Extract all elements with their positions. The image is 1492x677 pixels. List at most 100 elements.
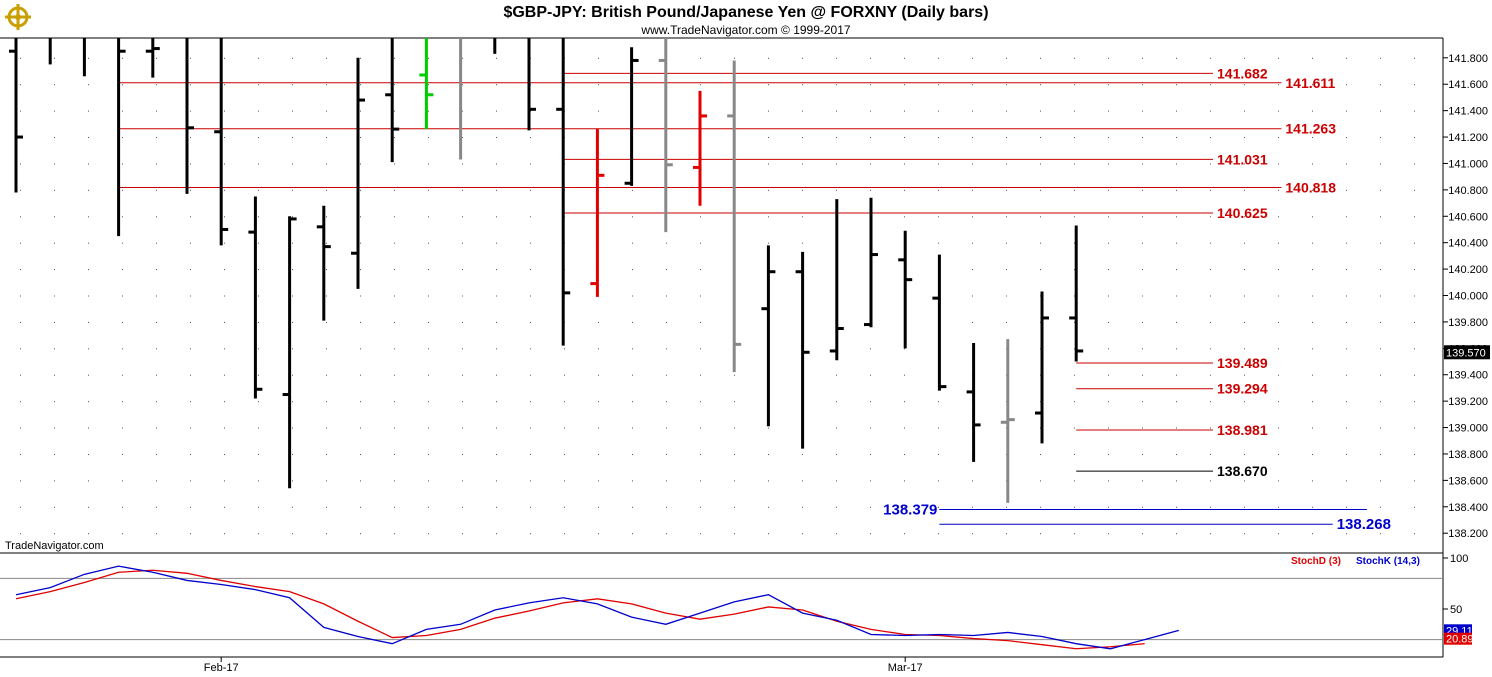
grid-dot bbox=[292, 216, 293, 218]
grid-dot bbox=[1414, 480, 1415, 482]
grid-dot bbox=[428, 137, 429, 139]
grid-dot bbox=[768, 533, 769, 535]
grid-dot bbox=[904, 506, 905, 508]
grid-dot bbox=[88, 216, 89, 218]
grid-dot bbox=[802, 137, 803, 139]
grid-dot bbox=[190, 216, 191, 218]
grid-dot bbox=[326, 189, 327, 191]
grid-dot bbox=[258, 216, 259, 218]
grid-dot bbox=[20, 269, 21, 271]
grid-dot bbox=[428, 348, 429, 350]
grid-dot bbox=[938, 84, 939, 86]
grid-dot bbox=[156, 348, 157, 350]
ohlc-bar bbox=[1069, 225, 1084, 362]
grid-dot bbox=[326, 374, 327, 376]
grid-dot bbox=[666, 506, 667, 508]
grid-dot bbox=[836, 427, 837, 429]
grid-dot bbox=[1006, 295, 1007, 297]
grid-dot bbox=[768, 57, 769, 59]
grid-dot bbox=[122, 163, 123, 165]
grid-dot bbox=[360, 374, 361, 376]
stoch-legend-entry: StochK (14,3) bbox=[1356, 556, 1420, 567]
grid-dot bbox=[1380, 269, 1381, 271]
grid-dot bbox=[1380, 321, 1381, 323]
grid-dot bbox=[224, 295, 225, 297]
grid-dot bbox=[700, 401, 701, 403]
grid-dot bbox=[1210, 453, 1211, 455]
grid-dot bbox=[360, 480, 361, 482]
grid-dot bbox=[1142, 110, 1143, 112]
grid-dot bbox=[190, 84, 191, 86]
ohlc-bar bbox=[795, 251, 810, 449]
grid-dot bbox=[734, 401, 735, 403]
grid-dot bbox=[530, 321, 531, 323]
grid-dot bbox=[190, 110, 191, 112]
grid-dot bbox=[1006, 506, 1007, 508]
grid-dot bbox=[1210, 295, 1211, 297]
grid-dot bbox=[190, 189, 191, 191]
grid-dot bbox=[1176, 84, 1177, 86]
grid-dot bbox=[462, 84, 463, 86]
grid-dot bbox=[20, 453, 21, 455]
grid-dot bbox=[394, 453, 395, 455]
grid-dot bbox=[1176, 533, 1177, 535]
grid-dot bbox=[156, 506, 157, 508]
grid-dot bbox=[1380, 506, 1381, 508]
level-label: 141.031 bbox=[1217, 151, 1268, 167]
grid-dot bbox=[598, 321, 599, 323]
grid-dot bbox=[870, 348, 871, 350]
grid-dot bbox=[1176, 427, 1177, 429]
grid-dot bbox=[258, 321, 259, 323]
grid-dot bbox=[54, 84, 55, 86]
grid-dot bbox=[632, 242, 633, 244]
level-label: 138.981 bbox=[1217, 422, 1268, 438]
grid-dot bbox=[1346, 348, 1347, 350]
grid-dot bbox=[54, 242, 55, 244]
grid-dot bbox=[666, 242, 667, 244]
grid-dot bbox=[326, 269, 327, 271]
grid-dot bbox=[1176, 321, 1177, 323]
grid-dot bbox=[1312, 427, 1313, 429]
grid-dot bbox=[1006, 321, 1007, 323]
grid-dot bbox=[1108, 506, 1109, 508]
grid-dot bbox=[1278, 110, 1279, 112]
grid-dot bbox=[938, 110, 939, 112]
grid-dot bbox=[190, 533, 191, 535]
grid-dot bbox=[1278, 163, 1279, 165]
grid-dot bbox=[1006, 269, 1007, 271]
grid-dot bbox=[1278, 348, 1279, 350]
grid-dot bbox=[870, 57, 871, 59]
watermark: TradeNavigator.com bbox=[5, 540, 104, 552]
grid-dot bbox=[190, 348, 191, 350]
ohlc-bar bbox=[248, 196, 263, 399]
grid-dot bbox=[54, 401, 55, 403]
grid-dot bbox=[292, 480, 293, 482]
grid-dot bbox=[190, 295, 191, 297]
grid-dot bbox=[666, 453, 667, 455]
grid-dot bbox=[1380, 427, 1381, 429]
grid-dot bbox=[258, 269, 259, 271]
grid-dot bbox=[1210, 163, 1211, 165]
grid-dot bbox=[156, 110, 157, 112]
grid-dot bbox=[394, 269, 395, 271]
grid-dot bbox=[1074, 84, 1075, 86]
grid-dot bbox=[462, 321, 463, 323]
ohlc-bar bbox=[658, 38, 673, 233]
grid-dot bbox=[530, 189, 531, 191]
grid-dot bbox=[666, 374, 667, 376]
grid-dot bbox=[1244, 427, 1245, 429]
grid-dot bbox=[360, 453, 361, 455]
grid-dot bbox=[190, 163, 191, 165]
grid-dot bbox=[20, 189, 21, 191]
grid-dot bbox=[870, 110, 871, 112]
grid-dot bbox=[292, 84, 293, 86]
grid-dot bbox=[1312, 242, 1313, 244]
grid-dot bbox=[1040, 269, 1041, 271]
grid-dot bbox=[1176, 57, 1177, 59]
stoch-series-line bbox=[15, 565, 1179, 650]
grid-dot bbox=[156, 137, 157, 139]
grid-dot bbox=[1210, 57, 1211, 59]
grid-dot bbox=[428, 163, 429, 165]
grid-dot bbox=[870, 137, 871, 139]
